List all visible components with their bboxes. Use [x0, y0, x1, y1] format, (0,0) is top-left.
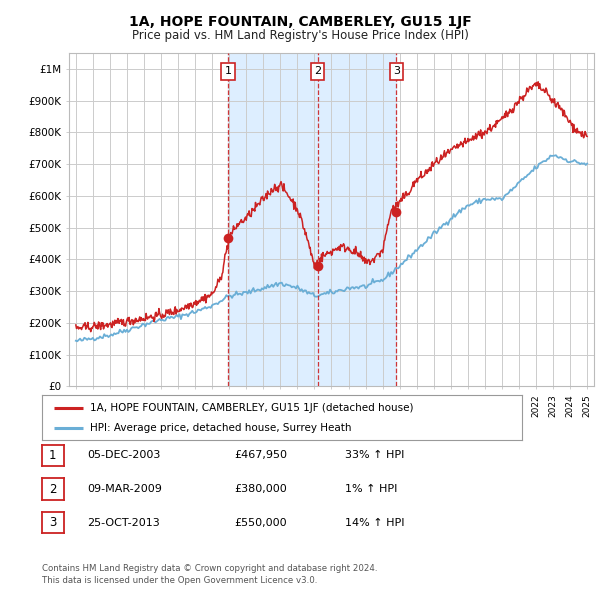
Bar	[228, 53, 317, 386]
Text: 14% ↑ HPI: 14% ↑ HPI	[345, 518, 404, 527]
Text: 1: 1	[49, 449, 56, 462]
Bar	[317, 53, 397, 386]
Text: 3: 3	[393, 67, 400, 77]
Text: 1A, HOPE FOUNTAIN, CAMBERLEY, GU15 1JF (detached house): 1A, HOPE FOUNTAIN, CAMBERLEY, GU15 1JF (…	[90, 403, 413, 412]
Text: £467,950: £467,950	[234, 451, 287, 460]
Text: Price paid vs. HM Land Registry's House Price Index (HPI): Price paid vs. HM Land Registry's House …	[131, 29, 469, 42]
Text: 1% ↑ HPI: 1% ↑ HPI	[345, 484, 397, 494]
Text: HPI: Average price, detached house, Surrey Heath: HPI: Average price, detached house, Surr…	[90, 423, 352, 433]
Text: 05-DEC-2003: 05-DEC-2003	[87, 451, 160, 460]
Text: 2: 2	[49, 483, 56, 496]
Text: Contains HM Land Registry data © Crown copyright and database right 2024.
This d: Contains HM Land Registry data © Crown c…	[42, 565, 377, 585]
Text: 1: 1	[224, 67, 232, 77]
Text: 2: 2	[314, 67, 321, 77]
Text: 09-MAR-2009: 09-MAR-2009	[87, 484, 162, 494]
Text: £550,000: £550,000	[234, 518, 287, 527]
Text: 33% ↑ HPI: 33% ↑ HPI	[345, 451, 404, 460]
Text: 3: 3	[49, 516, 56, 529]
Text: 25-OCT-2013: 25-OCT-2013	[87, 518, 160, 527]
Text: 1A, HOPE FOUNTAIN, CAMBERLEY, GU15 1JF: 1A, HOPE FOUNTAIN, CAMBERLEY, GU15 1JF	[128, 15, 472, 30]
Text: £380,000: £380,000	[234, 484, 287, 494]
